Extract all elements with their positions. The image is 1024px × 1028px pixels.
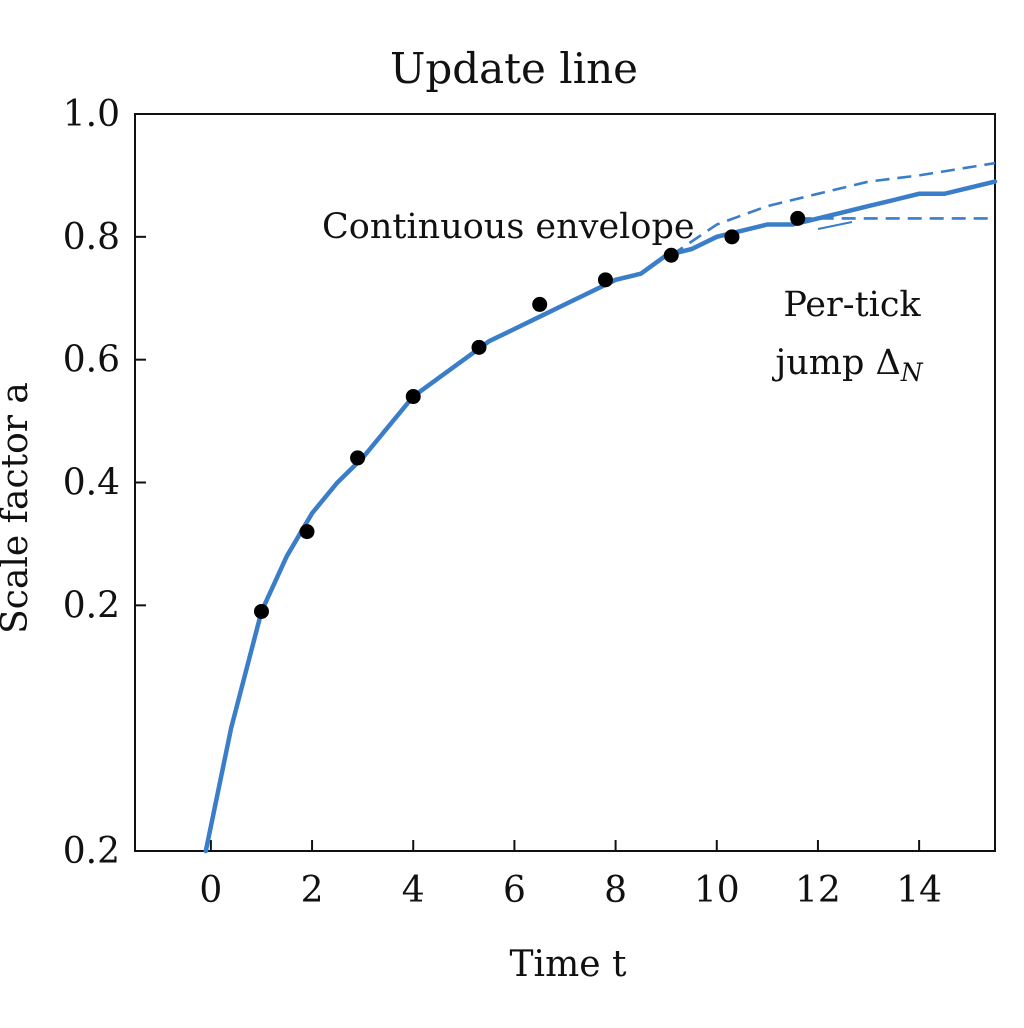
envelope-annotation: Continuous envelope (322, 207, 695, 247)
data-point (299, 524, 315, 540)
x-tick-label: 6 (503, 870, 526, 911)
envelope-pointer (817, 221, 853, 230)
sample-points (253, 210, 806, 619)
y-tick-label: 0.6 (63, 340, 120, 381)
continuous-envelope-line (670, 161, 996, 257)
data-point (663, 247, 679, 263)
x-tick-label: 14 (896, 870, 942, 911)
x-tick-label: 2 (301, 870, 324, 911)
x-tick-label: 10 (694, 870, 740, 911)
data-point (724, 229, 740, 245)
y-tick-label: 0.8 (63, 217, 120, 258)
x-tick-label: 0 (199, 870, 222, 911)
x-axis: 0 2 4 6 8 10 12 14 (199, 840, 942, 911)
y-tick-label: 0.4 (63, 463, 120, 504)
y-axis-label: Scale factor a (0, 382, 36, 634)
data-point (253, 603, 269, 619)
data-point (471, 339, 487, 355)
jump-annotation-line1: Per-tick (783, 285, 921, 325)
jump-annotation-subscript: N (900, 358, 924, 387)
y-tick-label: 1.0 (63, 94, 120, 135)
chart-title: Update line (390, 44, 638, 93)
data-point (790, 210, 806, 226)
jump-annotation-main: jump Δ (771, 343, 900, 383)
x-tick-label: 4 (402, 870, 425, 911)
data-point (532, 296, 548, 312)
x-tick-label: 8 (604, 870, 627, 911)
data-point (350, 450, 366, 466)
y-tick-label: 0.2 (63, 831, 120, 872)
y-axis: 0.2 0.2 0.4 0.6 0.8 1.0 (63, 94, 146, 872)
data-point (597, 272, 613, 288)
jump-annotation-line2: jump ΔN (771, 343, 923, 387)
x-tick-label: 12 (795, 870, 841, 911)
x-axis-label: Time t (510, 944, 627, 985)
data-point (405, 389, 421, 405)
y-tick-label: 0.2 (63, 585, 120, 626)
